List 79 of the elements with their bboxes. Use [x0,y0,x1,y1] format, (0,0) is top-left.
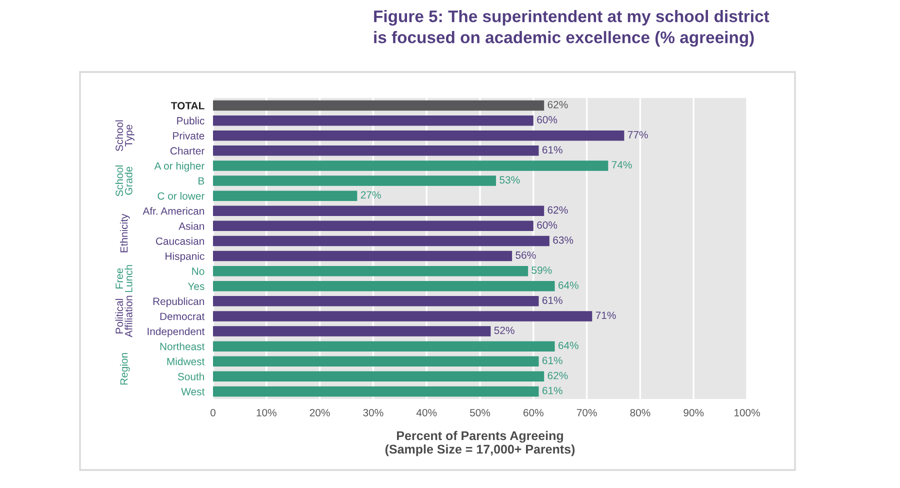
bar [213,386,539,397]
y-tick-label: A or higher [154,162,204,172]
x-tick-label: 90% [684,408,704,416]
x-tick-label: 40% [416,408,437,416]
bar [213,115,534,126]
y-tick-label: Midwest [167,358,205,366]
data-label: 56% [516,251,536,259]
text: Free Lunch [116,265,132,292]
bar [213,236,550,246]
data-label: 61% [542,386,562,394]
y-tick-label: South [178,372,204,380]
bar [213,250,512,262]
y-tick-label: Democrat [160,312,205,320]
y-tick-label: Charter [170,146,204,155]
y-tick-label: Private [173,132,204,140]
bar [213,146,539,156]
data-label: 60% [537,221,558,229]
text: School Grade [115,166,132,196]
text: Political Affiliation [115,296,132,338]
x-tick-label: 20% [310,408,330,416]
data-label: 61% [542,146,562,154]
data-label: 62% [548,372,568,380]
data-label: 63% [553,236,574,244]
y-tick-label: Caucasian [156,237,204,245]
y-tick-label: Asian [178,222,204,230]
data-label: 77% [628,131,648,138]
x-tick-label: 10% [256,408,276,416]
y-tick-label: TOTAL [171,102,204,110]
bar [213,356,539,366]
data-label: 61% [542,356,562,364]
x-tick-label: 50% [470,408,490,416]
bar [213,176,496,186]
y-tick-label: West [181,388,205,396]
text: Region [120,353,130,385]
data-label: 60% [537,116,558,124]
bar [213,100,544,111]
data-label: 62% [548,100,568,108]
data-label: 74% [612,161,632,168]
y-tick-label: C or lower [158,192,204,200]
text: School Type [115,120,134,152]
x-tick-label: 100% [734,408,760,416]
bar [213,296,539,306]
y-tick-label: Yes [188,282,204,290]
x-axis-title: Percent of Parents Agreeing (Sample Size = 17,000+ Parents) [385,430,575,456]
y-tick-label: B [198,177,204,185]
bar [213,311,592,322]
y-tick-label: Republican [153,297,204,308]
bar [213,190,358,201]
bar [213,281,555,292]
data-label: 64% [558,342,578,350]
x-tick-label: 80% [630,408,650,416]
y-tick-label: Independent [148,328,205,338]
y-tick-label: Northeast [160,342,205,350]
bar [213,220,534,232]
x-tick-label: 30% [363,408,384,416]
data-label: 61% [542,296,562,304]
bar [213,341,555,352]
y-tick-label: Public [177,116,204,124]
x-tick-label: 70% [576,408,597,416]
x-tick-label: 60% [524,408,544,416]
bar [213,326,491,336]
data-label: 62% [548,206,568,214]
bar [213,206,544,216]
data-label: 53% [500,176,520,184]
y-tick-label: Hispanic [166,252,204,262]
bar [213,371,544,382]
bar [213,266,528,276]
x-tick-label: 0 [210,408,216,416]
text: Ethnicity [120,214,130,252]
data-label: 59% [532,266,552,274]
y-tick-label: Afr. American [142,207,204,215]
chart-title: Figure 5: The superintendent at my school district is focused on academic excellence (% agreeing) [374,10,770,47]
data-label: 52% [494,326,514,334]
data-label: 64% [558,282,578,289]
y-tick-label: No [192,268,204,275]
data-label: 71% [596,312,616,319]
bar [213,160,608,171]
bar [213,130,624,141]
data-label: 27% [360,191,381,199]
